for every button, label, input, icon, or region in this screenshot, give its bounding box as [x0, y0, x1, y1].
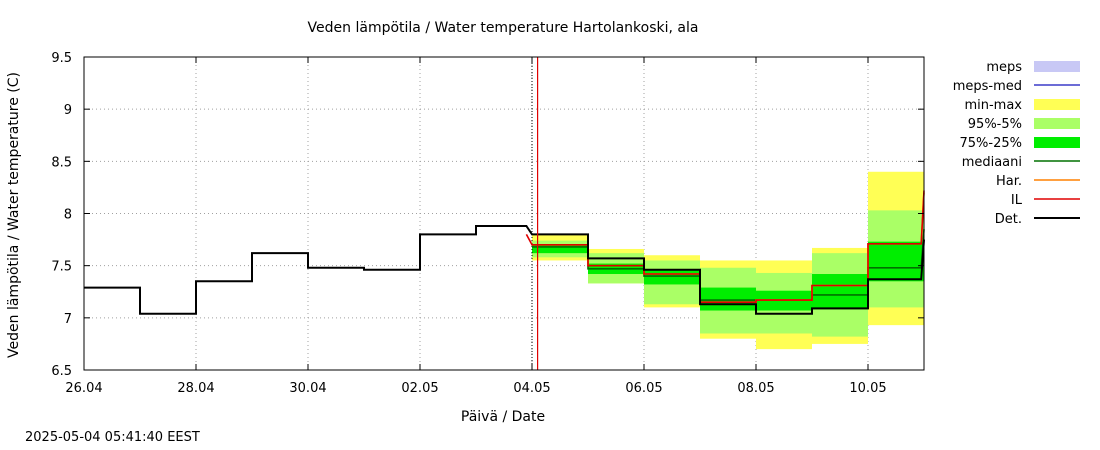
legend-swatch-p95-5: [1034, 118, 1080, 129]
legend-label-p75-25: 75%-25%: [960, 136, 1022, 151]
legend-label-min-max: min-max: [964, 98, 1022, 113]
y-axis-ticks: 6.5 7 7.5 8 8.5 9 9.5: [51, 51, 924, 379]
legend: meps meps-med min-max 95%-5% 75%-25% mediaani…: [953, 60, 1080, 227]
y-tick-label: 7.5: [51, 260, 72, 275]
x-axis-ticks: 26.04 28.04 30.04 02.05 04.05 06.05 08.05 10.05: [65, 57, 887, 396]
legend-label-mediaani: mediaani: [962, 155, 1022, 170]
legend-label-p95-5: 95%-5%: [968, 117, 1022, 132]
grid-lines: [84, 57, 924, 370]
band-p75-25: [812, 274, 868, 310]
legend-label-har: Har.: [996, 174, 1022, 189]
legend-swatch-p75-25: [1034, 137, 1080, 148]
x-tick-label: 30.04: [289, 381, 326, 396]
legend-swatch-min-max: [1034, 99, 1080, 110]
band-p75-25: [644, 269, 700, 285]
y-axis-label: Veden lämpötila / Water temperature (C): [6, 72, 22, 358]
x-tick-label: 02.05: [401, 381, 438, 396]
band-p75-25: [868, 241, 924, 282]
x-tick-label: 28.04: [177, 381, 214, 396]
series-line-det: [84, 225, 925, 315]
x-axis-label: Päivä / Date: [461, 409, 545, 425]
x-tick-label: 08.05: [737, 381, 774, 396]
legend-swatch-meps: [1034, 61, 1080, 72]
timestamp: 2025-05-04 05:41:40 EEST: [25, 430, 200, 445]
x-tick-label: 26.04: [65, 381, 102, 396]
legend-label-det: Det.: [995, 212, 1022, 227]
band-p75-25: [532, 244, 588, 254]
series-lines: [84, 57, 925, 370]
x-tick-label: 10.05: [849, 381, 886, 396]
y-tick-label: 8.5: [51, 155, 72, 170]
y-tick-label: 9: [64, 103, 72, 118]
forecast-bands: [532, 171, 924, 350]
y-tick-label: 7: [64, 312, 72, 327]
x-tick-label: 04.05: [513, 381, 550, 396]
chart-title: Veden lämpötila / Water temperature Hart…: [308, 20, 699, 36]
legend-label-meps-med: meps-med: [953, 79, 1022, 94]
y-tick-label: 6.5: [51, 364, 72, 379]
legend-label-meps: meps: [986, 60, 1022, 75]
x-tick-label: 06.05: [625, 381, 662, 396]
band-p75-25: [700, 287, 756, 311]
y-tick-label: 9.5: [51, 51, 72, 66]
y-tick-label: 8: [64, 208, 72, 223]
legend-label-il: IL: [1011, 193, 1023, 208]
